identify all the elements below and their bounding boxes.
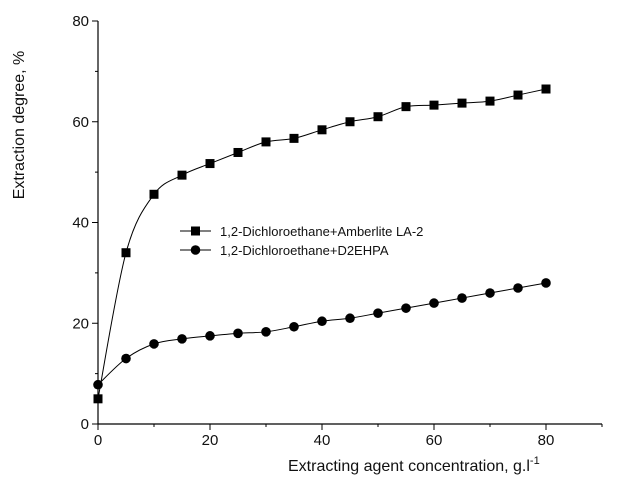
data-point-square	[513, 90, 523, 100]
data-point-square	[485, 96, 495, 106]
legend-label: 1,2-Dichloroethane+D2EHPA	[220, 243, 389, 258]
x-tick-label: 40	[314, 432, 331, 449]
x-axis-title: Extracting agent concentration, g.l-1	[288, 455, 540, 475]
data-point-circle	[205, 331, 215, 341]
series-line	[97, 282, 547, 386]
data-point-circle	[149, 339, 159, 349]
legend-square-marker	[191, 226, 200, 236]
data-point-square	[261, 137, 271, 147]
y-tick-label: 60	[72, 114, 89, 131]
data-point-circle	[93, 379, 103, 390]
legend-label: 1,2-Dichloroethane+Amberlite LA-2	[220, 224, 423, 239]
legend-circle-marker	[190, 245, 201, 255]
data-point-circle	[541, 278, 551, 288]
data-point-circle	[289, 321, 299, 332]
y-tick-label: 40	[72, 215, 89, 232]
data-point-circle	[177, 334, 187, 344]
x-axis-title-text: Extracting agent concentration, g.l	[288, 458, 530, 475]
data-point-circle	[261, 327, 271, 337]
axes: 0 20 40 60 80 0 20 40 60 80	[72, 13, 603, 449]
series-layer	[93, 84, 551, 404]
data-point-square	[289, 133, 299, 143]
x-axis-title-superscript: -1	[530, 455, 540, 467]
y-tick-label: 20	[72, 315, 89, 332]
data-point-square	[401, 102, 411, 112]
data-point-square	[345, 117, 355, 127]
legend: 1,2-Dichloroethane+Amberlite LA-2 1,2-Dic…	[180, 224, 423, 258]
y-tick-label: 0	[81, 416, 89, 433]
data-point-circle	[373, 308, 383, 318]
data-point-circle	[457, 293, 467, 303]
data-point-circle	[485, 288, 495, 298]
data-point-square	[373, 112, 383, 122]
series-2	[93, 278, 551, 390]
data-point-square	[177, 170, 187, 180]
series-1	[93, 84, 551, 404]
legend-item-2: 1,2-Dichloroethane+D2EHPA	[180, 243, 389, 258]
data-point-square	[457, 98, 467, 108]
x-tick-label: 20	[202, 432, 219, 449]
x-tick-label: 80	[538, 432, 555, 449]
data-point-square	[121, 248, 131, 258]
data-point-circle	[345, 313, 355, 324]
legend-item-1: 1,2-Dichloroethane+Amberlite LA-2	[180, 224, 423, 239]
y-tick-label: 80	[72, 13, 89, 30]
data-point-circle	[401, 303, 411, 313]
data-point-square	[317, 125, 327, 135]
data-point-square	[149, 189, 159, 199]
data-point-circle	[429, 298, 439, 308]
y-axis-title: Extraction degree, %	[11, 51, 28, 200]
data-point-square	[233, 147, 243, 157]
data-point-circle	[233, 328, 243, 339]
data-point-square	[429, 100, 439, 110]
data-point-circle	[317, 316, 327, 327]
data-point-circle	[513, 283, 523, 293]
x-tick-label: 60	[426, 432, 443, 449]
data-point-square	[93, 394, 103, 404]
data-point-square	[205, 159, 215, 169]
data-point-square	[541, 84, 551, 94]
x-tick-label: 0	[94, 432, 102, 449]
data-point-circle	[121, 353, 131, 364]
